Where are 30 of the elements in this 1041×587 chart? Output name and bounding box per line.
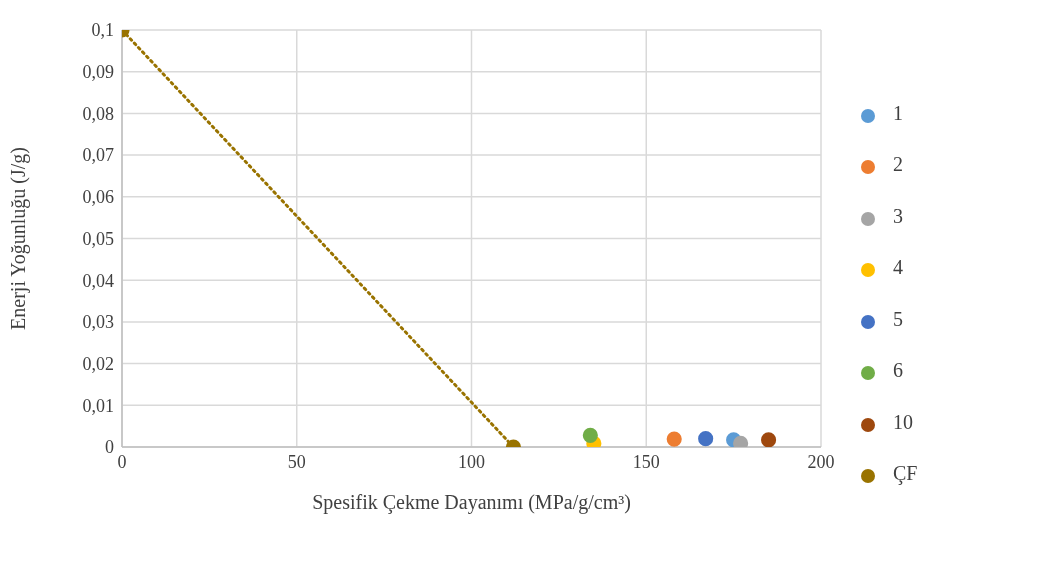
legend-label: 4 xyxy=(892,256,903,278)
y-tick-label: 0,05 xyxy=(82,228,114,249)
y-tick-label: 0,03 xyxy=(82,312,114,333)
point xyxy=(698,431,714,447)
y-tick-label: 0,08 xyxy=(82,103,114,124)
point xyxy=(666,431,682,447)
legend-label: 6 xyxy=(892,359,903,381)
legend-label: 1 xyxy=(892,101,903,124)
point xyxy=(761,432,777,447)
y-tick-label: 0,07 xyxy=(82,145,114,166)
legend-label: ÇF xyxy=(892,462,918,484)
y-tick-label: 0,04 xyxy=(82,270,114,291)
legend-label: 10 xyxy=(892,410,913,433)
x-axis-title: Spesifik Çekme Dayanımı (MPa/g/cm³) xyxy=(312,491,631,514)
y-tick-label: 0,02 xyxy=(82,353,114,374)
point xyxy=(582,427,598,443)
x-tick-label: 0 xyxy=(117,451,127,472)
y-tick-label: 0,01 xyxy=(82,395,114,416)
x-tick-label: 50 xyxy=(287,451,306,472)
x-tick-label: 100 xyxy=(458,451,485,472)
x-tick-label: 200 xyxy=(807,451,835,472)
y-tick-label: 0,1 xyxy=(91,20,114,41)
legend-label: 2 xyxy=(892,153,903,175)
y-tick-label: 0,09 xyxy=(82,62,114,83)
y-axis-title: Enerji Yoğunluğu (J/g) xyxy=(7,147,31,330)
legend-label: 5 xyxy=(892,307,903,330)
y-tick-label: 0,06 xyxy=(82,187,114,208)
x-tick-label: 150 xyxy=(632,451,660,472)
legend-label: 3 xyxy=(892,204,903,227)
y-tick-label: 0 xyxy=(105,437,114,458)
